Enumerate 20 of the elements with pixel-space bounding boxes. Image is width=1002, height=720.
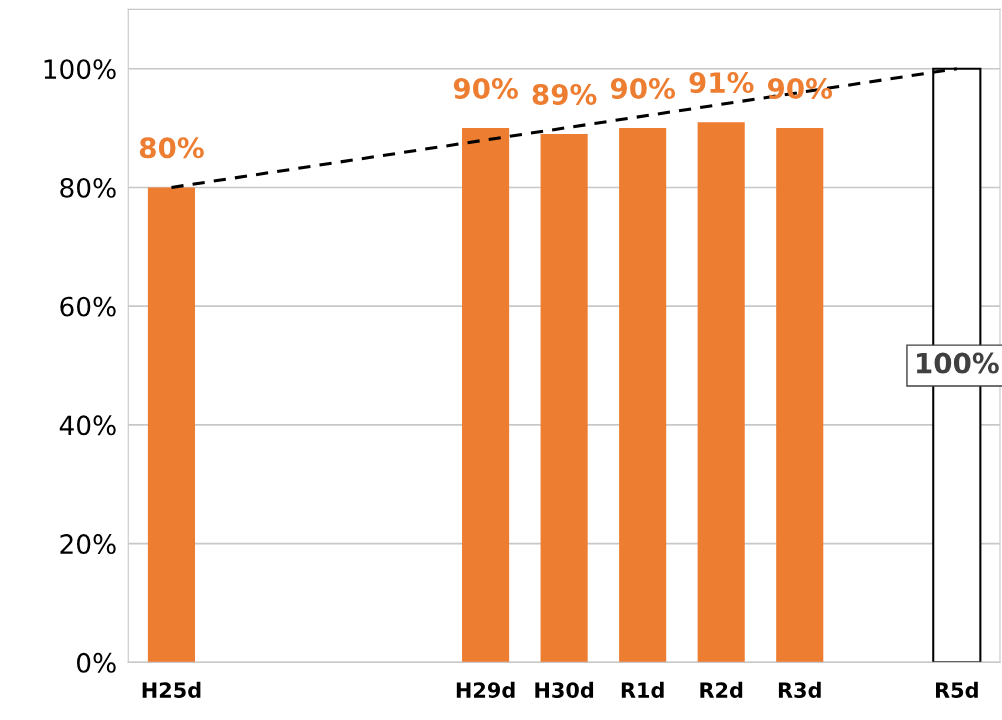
data-label: 89% xyxy=(532,83,597,105)
data-label: 90% xyxy=(610,77,676,99)
y-tick-label: 0% xyxy=(77,652,116,673)
y-tick-label: 60% xyxy=(60,296,116,317)
x-tick-label: R5d xyxy=(935,681,978,698)
x-tick-label: R3d xyxy=(778,681,821,698)
data-label: 90% xyxy=(453,77,518,99)
x-tick-label: H29d xyxy=(456,681,515,698)
x-tick-label: R2d xyxy=(700,681,743,698)
y-tick-label: 40% xyxy=(59,415,116,436)
y-tick-label: 100% xyxy=(44,59,116,80)
data-label: 91% xyxy=(689,72,754,94)
y-tick-label: 80% xyxy=(60,177,116,198)
x-tick-label: R1d xyxy=(621,681,664,698)
data-label: 90% xyxy=(767,77,833,99)
x-tick-label: H25d xyxy=(142,681,201,698)
y-tick-label: 20% xyxy=(60,534,116,555)
data-label: 100% xyxy=(917,352,999,374)
data-label: 80% xyxy=(139,137,204,159)
x-tick-label: H30d xyxy=(535,681,594,698)
